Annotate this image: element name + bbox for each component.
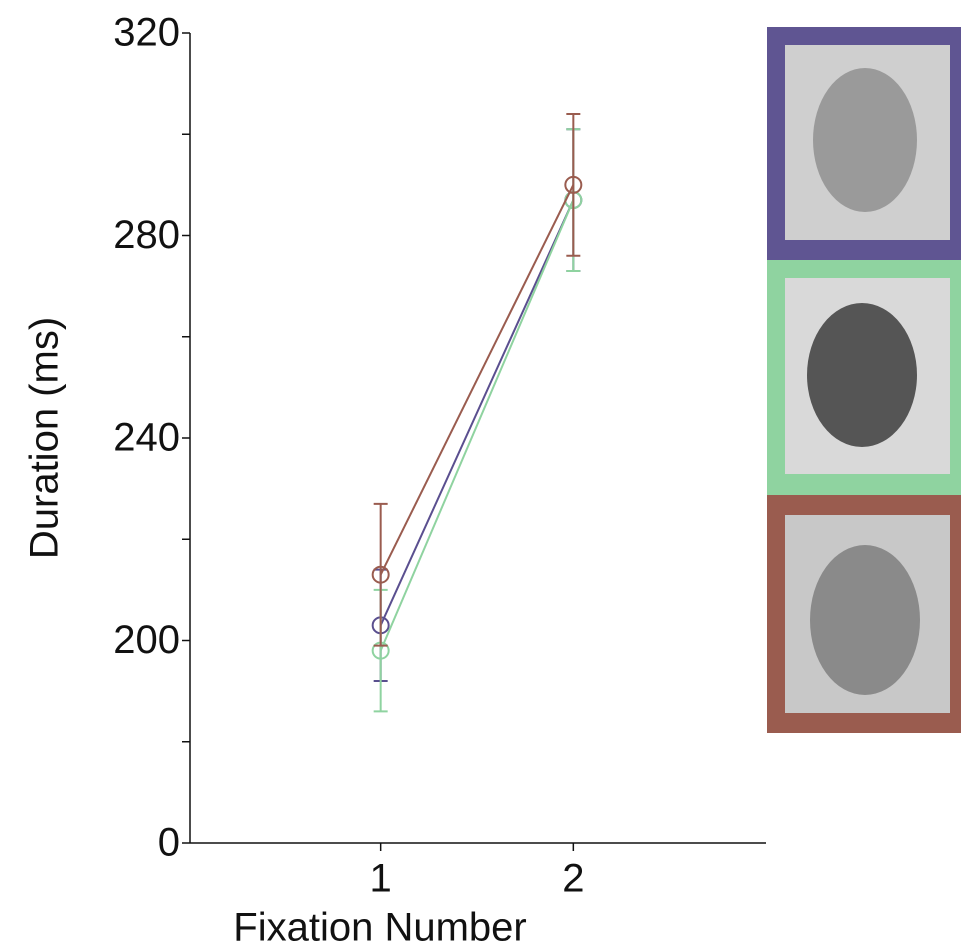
face-shape bbox=[813, 68, 917, 212]
x-axis-label: Fixation Number bbox=[233, 906, 526, 950]
x-tick-label: 2 bbox=[562, 857, 584, 901]
series-line bbox=[379, 199, 575, 626]
marker bbox=[371, 565, 390, 584]
series-line bbox=[379, 199, 575, 652]
y-axis-label: Duration (ms) bbox=[23, 317, 67, 559]
face-shape bbox=[810, 545, 920, 695]
y-tick-label: 200 bbox=[113, 618, 180, 662]
y-tick-label: 240 bbox=[113, 416, 180, 460]
error-bar bbox=[373, 502, 388, 647]
y-tick-label: 280 bbox=[113, 213, 180, 257]
y-tick-label: 320 bbox=[113, 11, 180, 55]
error-bar bbox=[566, 113, 581, 257]
marker bbox=[564, 175, 583, 194]
x-tick-label: 1 bbox=[370, 857, 392, 901]
y-tick-label: 0 bbox=[158, 821, 180, 865]
face-panels bbox=[767, 27, 961, 733]
series-line bbox=[379, 184, 575, 576]
face-shape bbox=[807, 303, 917, 447]
